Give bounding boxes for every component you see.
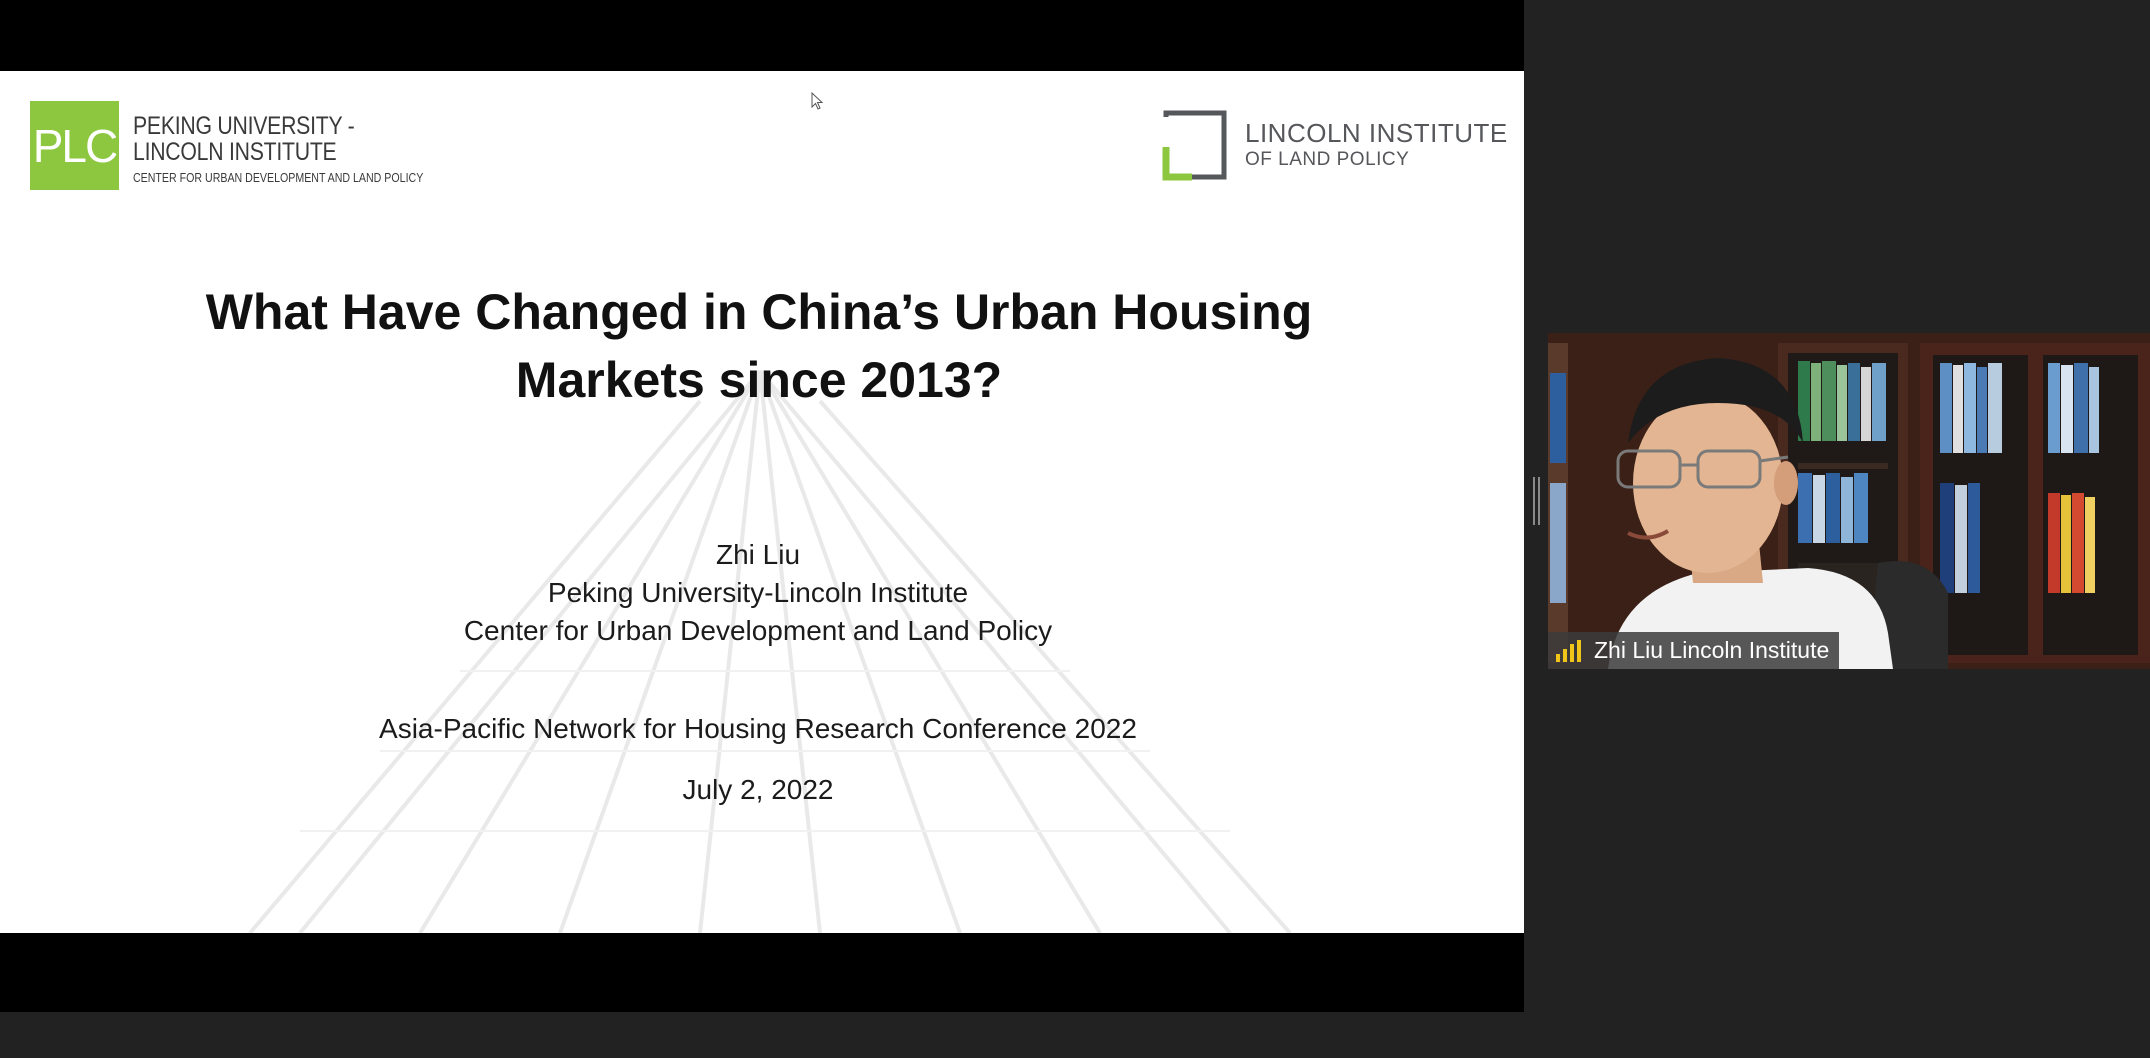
affiliation-line2: Center for Urban Development and Land Po… xyxy=(463,615,1053,646)
plc-logo: PLC PEKING UNIVERSITY - LINCOLN INSTITUT… xyxy=(30,101,475,190)
participant-video-tile[interactable]: Zhi Liu Lincoln Institute xyxy=(1548,333,2150,669)
lincoln-logo-mark xyxy=(1162,110,1227,181)
shared-screen-area: PLC PEKING UNIVERSITY - LINCOLN INSTITUT… xyxy=(0,0,1524,1012)
lincoln-logo-line1: LINCOLN INSTITUTE xyxy=(1245,118,1508,148)
plc-logo-line3: CENTER FOR URBAN DEVELOPMENT AND LAND PO… xyxy=(133,171,424,185)
plc-logo-line1: PEKING UNIVERSITY - xyxy=(133,112,355,140)
presentation-slide: PLC PEKING UNIVERSITY - LINCOLN INSTITUT… xyxy=(0,71,1524,933)
presentation-date: July 2, 2022 xyxy=(682,774,834,805)
participant-name: Zhi Liu Lincoln Institute xyxy=(1594,637,1830,663)
lincoln-logo-text: LINCOLN INSTITUTE OF LAND POLICY xyxy=(1245,118,1508,172)
plc-logo-mark: PLC xyxy=(30,101,119,190)
conference-name: Asia-Pacific Network for Housing Researc… xyxy=(379,713,1137,744)
plc-logo-text: PEKING UNIVERSITY - LINCOLN INSTITUTE CE… xyxy=(133,113,475,187)
slide-title: What Have Changed in China’s Urban Housi… xyxy=(205,284,1313,408)
plc-logo-line2: LINCOLN INSTITUTE xyxy=(133,138,337,166)
mouse-cursor-icon xyxy=(811,92,824,110)
participant-name-tag: Zhi Liu Lincoln Institute xyxy=(1548,632,1840,669)
signal-strength-icon xyxy=(1556,639,1584,662)
panel-splitter-handle[interactable] xyxy=(1533,477,1541,525)
author-name: Zhi Liu xyxy=(715,539,801,570)
bridge-watermark xyxy=(248,369,1292,933)
lincoln-logo-line2: OF LAND POLICY xyxy=(1245,149,1410,170)
participant-video xyxy=(1548,333,2150,669)
affiliation-line1: Peking University-Lincoln Institute xyxy=(547,577,969,608)
lincoln-institute-logo: LINCOLN INSTITUTE OF LAND POLICY xyxy=(1162,109,1508,181)
